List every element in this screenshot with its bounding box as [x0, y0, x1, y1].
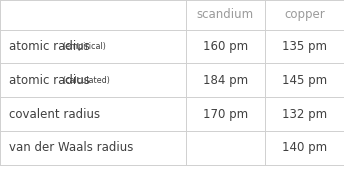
Text: 132 pm: 132 pm — [282, 108, 327, 120]
Text: scandium: scandium — [197, 8, 254, 21]
Text: 145 pm: 145 pm — [282, 74, 327, 87]
Text: 140 pm: 140 pm — [282, 141, 327, 154]
Text: 170 pm: 170 pm — [203, 108, 248, 120]
Text: atomic radius: atomic radius — [9, 74, 89, 87]
Text: covalent radius: covalent radius — [9, 108, 100, 120]
Text: 135 pm: 135 pm — [282, 40, 327, 53]
Text: 160 pm: 160 pm — [203, 40, 248, 53]
Text: (calculated): (calculated) — [63, 76, 111, 85]
Text: van der Waals radius: van der Waals radius — [9, 141, 133, 154]
Text: copper: copper — [284, 8, 325, 21]
Text: (empirical): (empirical) — [63, 42, 107, 51]
Text: atomic radius: atomic radius — [9, 40, 89, 53]
Text: 184 pm: 184 pm — [203, 74, 248, 87]
